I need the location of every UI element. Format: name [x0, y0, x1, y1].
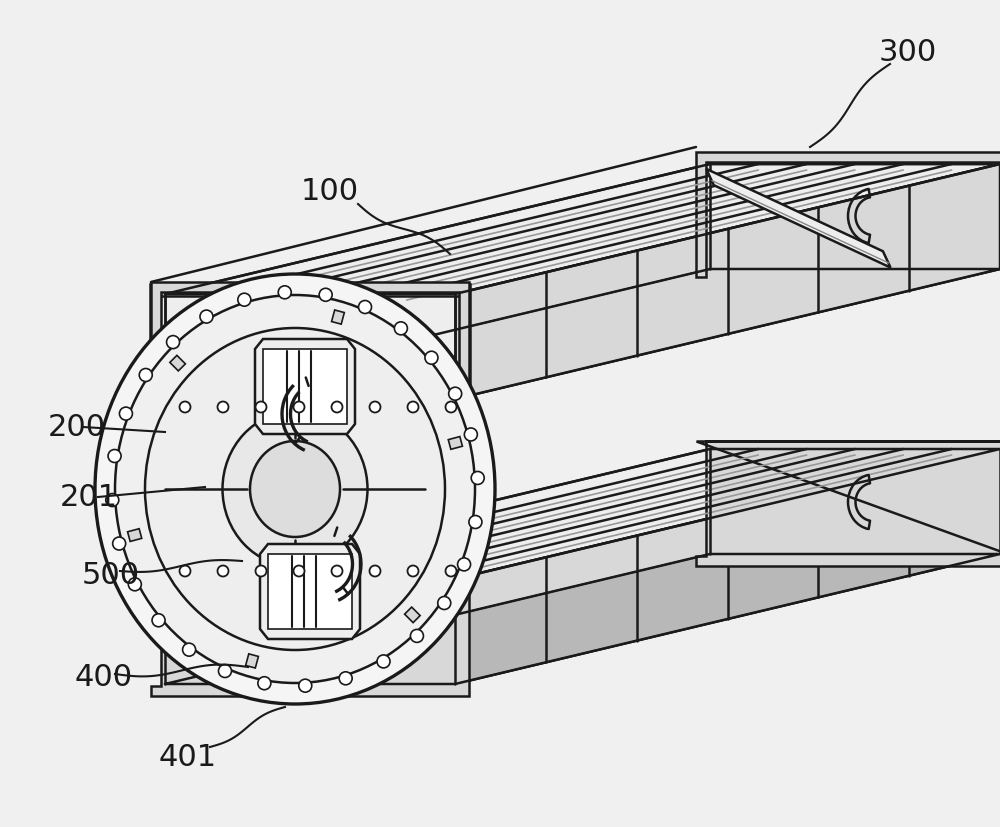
Text: 200: 200 — [48, 413, 106, 442]
Ellipse shape — [464, 428, 477, 442]
Ellipse shape — [408, 566, 419, 576]
Ellipse shape — [139, 369, 152, 382]
Polygon shape — [165, 270, 1000, 399]
Ellipse shape — [152, 614, 165, 627]
Polygon shape — [405, 607, 420, 623]
Ellipse shape — [218, 566, 229, 576]
Polygon shape — [246, 654, 258, 668]
Ellipse shape — [370, 402, 381, 413]
Ellipse shape — [425, 351, 438, 365]
Polygon shape — [268, 554, 352, 629]
Ellipse shape — [250, 442, 340, 538]
Polygon shape — [170, 356, 185, 371]
Polygon shape — [151, 283, 469, 408]
Text: 400: 400 — [75, 662, 133, 691]
Ellipse shape — [446, 566, 457, 576]
Polygon shape — [455, 449, 1000, 684]
Ellipse shape — [119, 408, 132, 421]
Ellipse shape — [458, 558, 471, 571]
Ellipse shape — [410, 629, 423, 643]
Ellipse shape — [408, 402, 419, 413]
Polygon shape — [696, 442, 1000, 566]
Polygon shape — [696, 153, 1000, 278]
Ellipse shape — [471, 472, 484, 485]
Ellipse shape — [238, 294, 251, 307]
Ellipse shape — [115, 295, 475, 683]
Ellipse shape — [256, 402, 267, 413]
Polygon shape — [263, 350, 347, 424]
Text: 100: 100 — [301, 177, 359, 206]
Polygon shape — [455, 165, 1000, 399]
Ellipse shape — [108, 450, 121, 463]
Polygon shape — [165, 579, 455, 684]
Polygon shape — [151, 571, 469, 696]
Ellipse shape — [294, 402, 305, 413]
Polygon shape — [165, 554, 1000, 684]
Text: 300: 300 — [879, 37, 937, 66]
Ellipse shape — [106, 494, 119, 507]
Ellipse shape — [446, 402, 457, 413]
Ellipse shape — [438, 597, 451, 609]
Ellipse shape — [180, 566, 191, 576]
Ellipse shape — [200, 311, 213, 323]
Ellipse shape — [332, 566, 343, 576]
Ellipse shape — [218, 665, 231, 677]
Ellipse shape — [256, 566, 267, 576]
Ellipse shape — [95, 275, 495, 704]
Ellipse shape — [332, 402, 343, 413]
Ellipse shape — [183, 643, 196, 657]
Ellipse shape — [469, 516, 482, 528]
Polygon shape — [165, 165, 1000, 294]
Ellipse shape — [278, 286, 291, 299]
Text: 201: 201 — [60, 483, 118, 512]
Ellipse shape — [180, 402, 191, 413]
Text: 500: 500 — [82, 560, 140, 589]
Ellipse shape — [258, 676, 271, 690]
Ellipse shape — [167, 337, 180, 349]
Polygon shape — [332, 311, 344, 325]
Ellipse shape — [294, 566, 305, 576]
Text: 401: 401 — [159, 743, 217, 772]
Polygon shape — [165, 294, 455, 399]
Polygon shape — [706, 170, 891, 268]
Ellipse shape — [145, 328, 445, 650]
Ellipse shape — [319, 289, 332, 302]
Ellipse shape — [223, 412, 368, 566]
Ellipse shape — [370, 566, 381, 576]
Polygon shape — [150, 284, 470, 409]
Polygon shape — [165, 449, 1000, 579]
Ellipse shape — [218, 402, 229, 413]
Ellipse shape — [449, 388, 462, 401]
Ellipse shape — [359, 301, 372, 314]
Ellipse shape — [339, 672, 352, 685]
Ellipse shape — [128, 578, 141, 591]
Ellipse shape — [113, 538, 126, 551]
Polygon shape — [128, 529, 142, 542]
Ellipse shape — [299, 679, 312, 692]
Ellipse shape — [394, 323, 407, 336]
Polygon shape — [255, 340, 355, 434]
Polygon shape — [260, 544, 360, 639]
Ellipse shape — [377, 655, 390, 668]
Polygon shape — [448, 437, 462, 450]
